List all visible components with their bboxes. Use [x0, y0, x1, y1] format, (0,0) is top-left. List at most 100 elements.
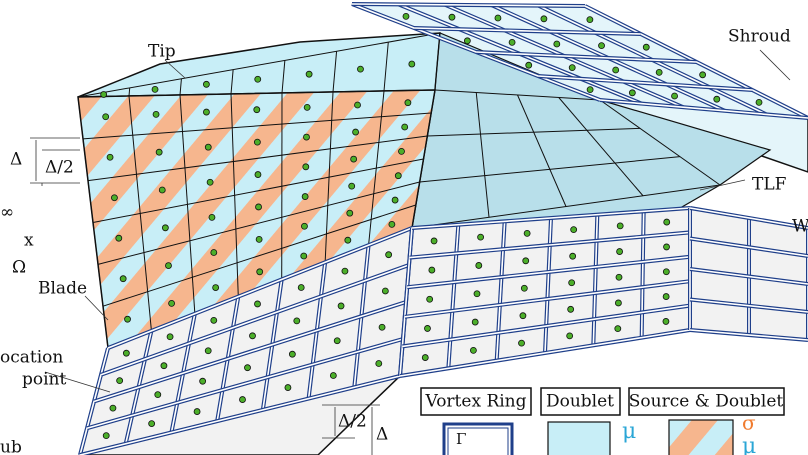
collocation-point	[463, 37, 471, 45]
leader	[44, 371, 111, 393]
collocation-point	[473, 290, 481, 298]
collocation-point	[477, 233, 485, 241]
panel-edge	[128, 87, 131, 97]
collocation-point	[494, 14, 502, 22]
panel-edge	[558, 97, 644, 197]
collocation-point	[713, 95, 721, 103]
collocation-point	[614, 325, 622, 333]
panel-edge	[411, 207, 691, 229]
collocation-point	[568, 279, 576, 287]
panel-edge	[87, 135, 428, 182]
panel-edge	[689, 237, 808, 257]
collocation-point	[426, 295, 434, 303]
collocation-point	[586, 16, 594, 24]
label: ub	[0, 438, 22, 455]
collocation-point	[204, 143, 212, 151]
collocation-point	[100, 91, 108, 98]
collocation-point	[254, 300, 261, 308]
legend-symbol: Γ	[456, 430, 466, 448]
label: Δ	[376, 425, 388, 445]
collocation-point	[122, 349, 130, 357]
grids	[77, 2, 808, 455]
collocation-point	[199, 377, 207, 385]
collocation-point	[671, 92, 678, 100]
collocation-point	[352, 128, 359, 136]
collocation-point	[109, 404, 117, 412]
dimension	[30, 137, 80, 186]
panel-edge	[179, 78, 182, 96]
vortex-ring-icon	[442, 422, 514, 455]
collocation-point	[404, 99, 412, 107]
legend-box	[420, 387, 532, 416]
panel-edge	[332, 51, 338, 93]
panel-edge	[82, 112, 432, 140]
collocation-point	[300, 252, 308, 260]
panel-edge	[77, 32, 441, 98]
legend: Vortex Ring Doublet Source & Doublet Γ μ…	[420, 387, 785, 455]
collocation-point	[586, 86, 594, 93]
collocation-point	[350, 155, 358, 163]
collocation-point	[662, 268, 670, 276]
panel-edge	[434, 32, 441, 91]
collocation-point	[663, 218, 671, 226]
collocation-point	[239, 396, 246, 403]
collocation-point	[111, 194, 118, 202]
panel-edge	[399, 329, 691, 377]
collocation-point	[165, 262, 172, 269]
collocation-point	[525, 61, 533, 69]
panel-edge	[93, 301, 407, 403]
collocation-point	[255, 203, 262, 211]
panel-edge	[475, 51, 697, 63]
panel-edge	[495, 221, 506, 361]
panel-edge	[517, 94, 567, 207]
panel-edge	[434, 89, 601, 101]
collocation-point	[662, 318, 670, 325]
collocation-point	[168, 299, 175, 307]
collocation-point	[553, 40, 561, 48]
collocation-point	[151, 85, 159, 93]
collocation-point	[333, 337, 341, 345]
panel-edge	[407, 256, 691, 288]
panel-edge	[402, 304, 691, 348]
panel-edge	[281, 60, 286, 94]
collocation-point	[642, 43, 650, 51]
collocation-point	[357, 65, 364, 73]
collocation-point	[193, 408, 201, 415]
label: TLF	[752, 175, 787, 195]
collocation-point	[381, 287, 389, 295]
collocation-point	[166, 333, 174, 341]
collocation-point	[148, 420, 156, 427]
collocation-point	[755, 99, 763, 106]
collocation-point	[616, 222, 624, 230]
collocation-point	[570, 226, 578, 234]
collocation-point	[567, 305, 575, 313]
collocation-point	[158, 186, 166, 194]
legend-title: Doublet	[546, 392, 614, 412]
panel-edge	[413, 27, 641, 35]
collocation-point	[254, 171, 262, 178]
collocation-point	[615, 273, 623, 281]
label: ocation	[0, 348, 63, 368]
collocation-point	[253, 106, 261, 114]
collocation-point	[398, 147, 405, 155]
panel-edge	[537, 75, 753, 91]
collocation-point	[469, 346, 477, 354]
collocation-point	[421, 354, 429, 361]
collocation-point	[519, 312, 527, 320]
collocation-point	[119, 275, 127, 283]
annotations: Tip Shroud Δ Δ/2 ∞ x Ω Blade ocation poi…	[0, 27, 808, 455]
panel-edge	[689, 298, 808, 313]
panel-edge	[427, 127, 641, 137]
leader	[759, 49, 791, 81]
label: Tip	[148, 42, 176, 62]
collocation-point	[116, 377, 124, 385]
collocation-point	[448, 13, 456, 21]
label: W	[792, 217, 808, 237]
collocation-point	[255, 235, 263, 243]
panel-edge	[599, 99, 808, 119]
leader	[84, 295, 109, 321]
panel-edge	[92, 158, 424, 223]
collocation-point	[402, 12, 410, 20]
collocation-point	[202, 80, 210, 88]
legend-symbol: μ	[622, 419, 636, 444]
